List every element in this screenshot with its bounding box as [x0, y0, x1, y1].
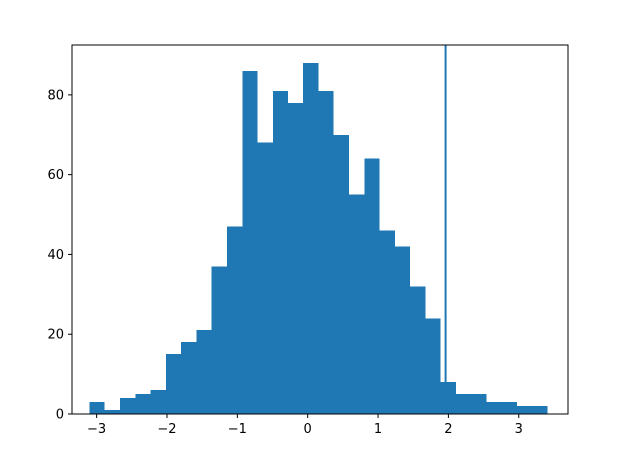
histogram-bar — [196, 330, 212, 414]
histogram-bar — [471, 394, 487, 414]
histogram-bar — [425, 318, 441, 414]
histogram-bar — [303, 62, 319, 414]
histogram-bar — [455, 394, 472, 414]
x-tick-label: −3 — [87, 422, 106, 437]
plot-area-frame — [71, 44, 569, 415]
x-axis-ticks: −3 −2 −1 0 1 2 3 — [87, 414, 523, 437]
histogram-bar — [104, 410, 121, 414]
histogram-bar — [379, 230, 395, 414]
histogram-bar — [165, 354, 182, 414]
histogram-bar — [211, 266, 227, 414]
histogram-bar — [410, 286, 426, 414]
y-tick-label: 80 — [47, 88, 64, 103]
histogram-bar — [333, 134, 350, 414]
x-tick-label: 2 — [444, 422, 452, 437]
histogram-bar — [89, 402, 105, 414]
histogram-bar — [120, 398, 136, 414]
histogram-bar — [226, 226, 243, 414]
y-tick-label: 40 — [47, 248, 64, 263]
histogram-bar — [287, 102, 304, 414]
histogram-bar — [242, 70, 258, 414]
histogram-bar — [532, 406, 548, 414]
y-axis-ticks: 0 20 40 60 80 — [47, 88, 72, 423]
y-tick-label: 20 — [47, 328, 64, 343]
x-tick-label: −2 — [157, 422, 176, 437]
x-tick-label: 1 — [374, 422, 382, 437]
histogram-bar — [272, 90, 288, 415]
histogram-bar — [394, 246, 411, 414]
histogram-bar — [516, 406, 533, 414]
histogram-bar — [364, 158, 380, 414]
histogram-bar — [501, 402, 517, 414]
bars-group — [89, 62, 548, 415]
histogram-bar — [486, 402, 502, 414]
y-tick-label: 60 — [47, 168, 64, 183]
x-tick-label: 3 — [515, 422, 523, 437]
histogram-bar — [440, 382, 456, 414]
histogram-bar — [318, 90, 334, 415]
histogram-bar — [135, 394, 151, 414]
x-tick-label: 0 — [304, 422, 312, 437]
histogram-bar — [257, 142, 273, 414]
x-tick-label: −1 — [228, 422, 247, 437]
histogram-bar — [349, 194, 365, 414]
histogram-bar — [150, 390, 166, 414]
y-tick-label: 0 — [56, 408, 64, 423]
histogram-bar — [181, 342, 197, 414]
